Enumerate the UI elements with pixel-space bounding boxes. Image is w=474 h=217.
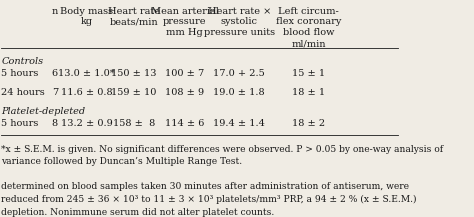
Text: 114 ± 6: 114 ± 6 <box>165 119 204 128</box>
Text: beats/min: beats/min <box>110 17 158 26</box>
Text: Body mass: Body mass <box>60 7 113 16</box>
Text: 8: 8 <box>52 119 58 128</box>
Text: 18 ± 1: 18 ± 1 <box>292 88 325 97</box>
Text: 18 ± 2: 18 ± 2 <box>292 119 325 128</box>
Text: 13.2 ± 0.9: 13.2 ± 0.9 <box>61 119 112 128</box>
Text: 15 ± 1: 15 ± 1 <box>292 69 325 78</box>
Text: 150 ± 13: 150 ± 13 <box>111 69 157 78</box>
Text: 13.0 ± 1.0*: 13.0 ± 1.0* <box>58 69 115 78</box>
Text: 100 ± 7: 100 ± 7 <box>165 69 204 78</box>
Text: 24 hours: 24 hours <box>1 88 45 97</box>
Text: mm Hg: mm Hg <box>166 28 203 37</box>
Text: pressure units: pressure units <box>204 28 275 37</box>
Text: Heart rate ×: Heart rate × <box>208 7 271 16</box>
Text: ml/min: ml/min <box>292 39 326 48</box>
Text: blood flow: blood flow <box>283 28 334 37</box>
Text: variance followed by Duncan’s Multiple Range Test.: variance followed by Duncan’s Multiple R… <box>1 157 243 166</box>
Text: Platelet-depleted: Platelet-depleted <box>1 107 85 117</box>
Text: Mean arterial: Mean arterial <box>151 7 219 16</box>
Text: 108 ± 9: 108 ± 9 <box>165 88 204 97</box>
Text: 11.6 ± 0.8: 11.6 ± 0.8 <box>61 88 112 97</box>
Text: flex coronary: flex coronary <box>276 17 341 26</box>
Text: determined on blood samples taken 30 minutes after administration of antiserum, : determined on blood samples taken 30 min… <box>1 182 410 191</box>
Text: *x ± S.E.M. is given. No significant differences were observed. P > 0.05 by one-: *x ± S.E.M. is given. No significant dif… <box>1 145 444 154</box>
Text: kg: kg <box>81 17 92 26</box>
Text: n: n <box>52 7 58 16</box>
Text: depletion. Nonimmune serum did not alter platelet counts.: depletion. Nonimmune serum did not alter… <box>1 208 274 217</box>
Text: Controls: Controls <box>1 57 44 66</box>
Text: Heart rate: Heart rate <box>108 7 160 16</box>
Text: Left circum-: Left circum- <box>278 7 339 16</box>
Text: 5 hours: 5 hours <box>1 119 39 128</box>
Text: 19.4 ± 1.4: 19.4 ± 1.4 <box>213 119 265 128</box>
Text: 6: 6 <box>52 69 58 78</box>
Text: 19.0 ± 1.8: 19.0 ± 1.8 <box>213 88 265 97</box>
Text: 5 hours: 5 hours <box>1 69 39 78</box>
Text: 17.0 + 2.5: 17.0 + 2.5 <box>213 69 265 78</box>
Text: 159 ± 10: 159 ± 10 <box>111 88 157 97</box>
Text: 7: 7 <box>52 88 58 97</box>
Text: systolic: systolic <box>221 17 258 26</box>
Text: reduced from 245 ± 36 × 10³ to 11 ± 3 × 10³ platelets/mm³ PRP, a 94 ± 2 % (x ± S: reduced from 245 ± 36 × 10³ to 11 ± 3 × … <box>1 195 417 204</box>
Text: 158 ±  8: 158 ± 8 <box>113 119 155 128</box>
Text: pressure: pressure <box>163 17 206 26</box>
